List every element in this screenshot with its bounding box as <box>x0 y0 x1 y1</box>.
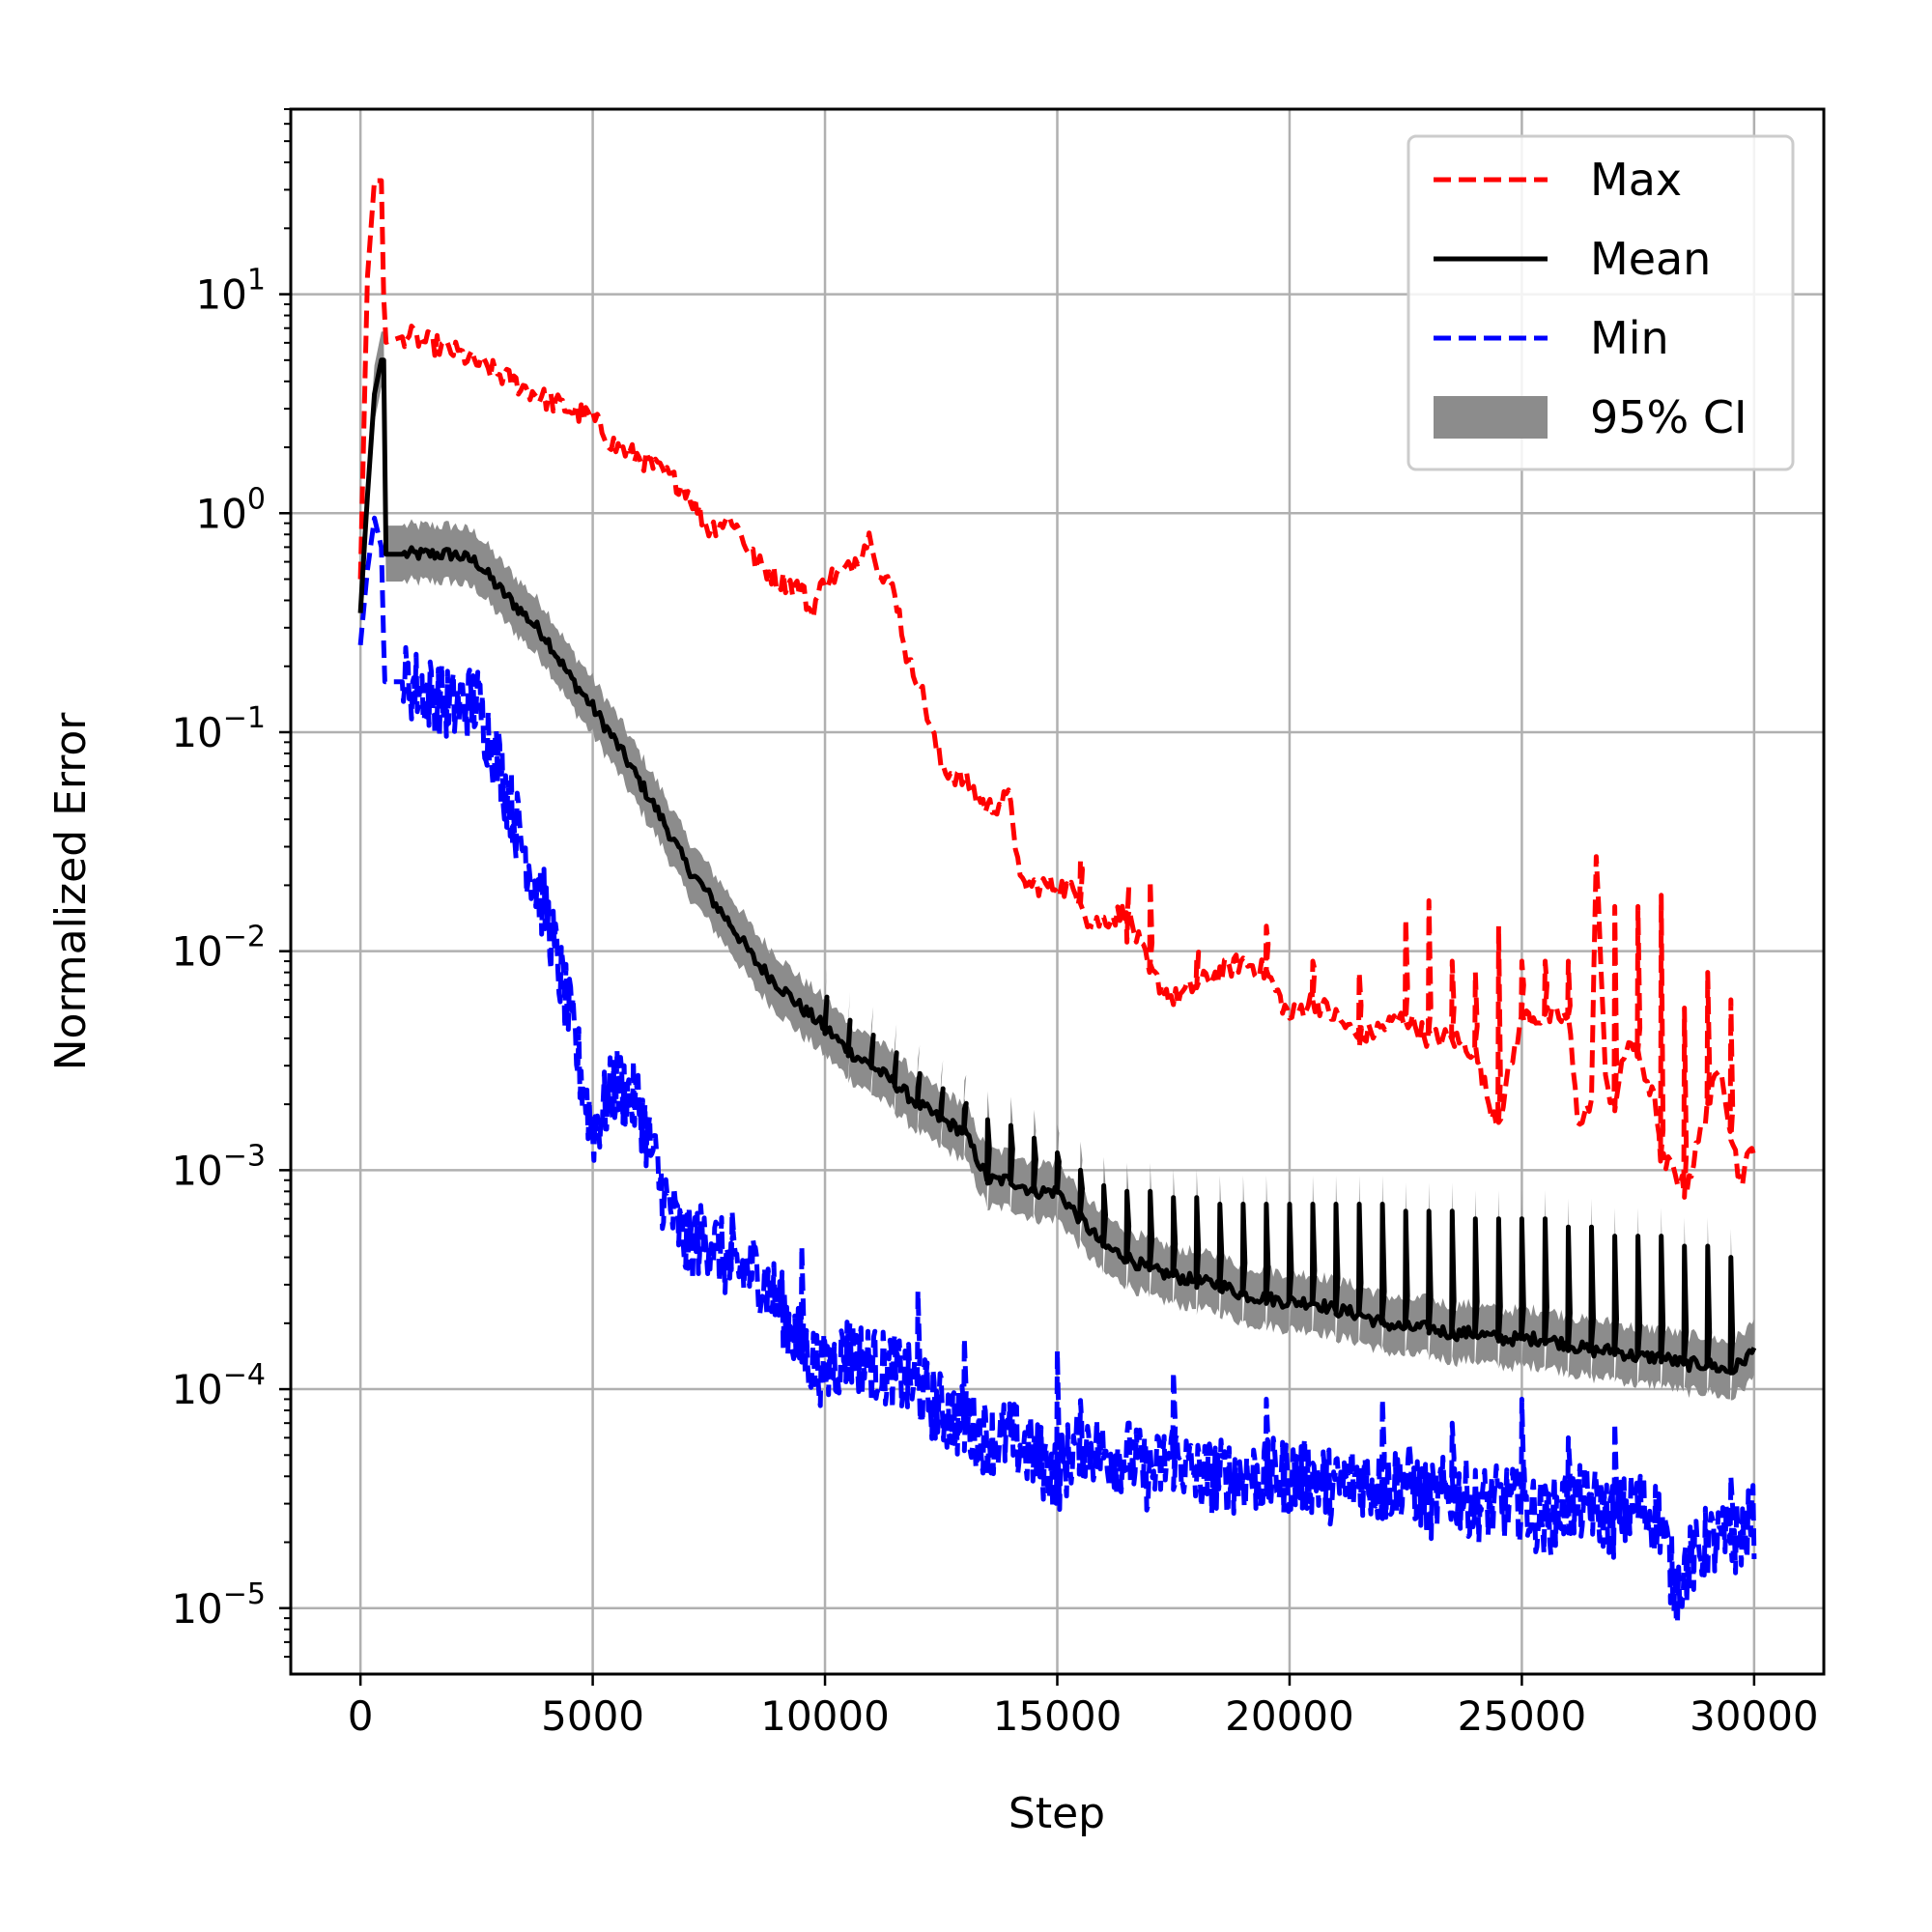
y-tick-label: 10−5 <box>171 1577 266 1633</box>
x-tick-label: 25000 <box>1458 1692 1587 1740</box>
x-tick-label: 5000 <box>541 1692 644 1740</box>
x-tick-label: 15000 <box>993 1692 1122 1740</box>
legend-label-min: Min <box>1590 312 1669 364</box>
legend-box <box>1406 134 1795 471</box>
y-axis: 10−5 10−4 10−3 10−2 10−1 100 101 <box>171 108 291 1659</box>
x-tick-label: 0 <box>348 1692 374 1740</box>
y-tick-label: 10−4 <box>171 1358 266 1413</box>
legend-swatch-95-ci <box>1434 396 1548 439</box>
x-tick-label: 10000 <box>760 1692 890 1740</box>
y-tick-label: 10−1 <box>171 701 266 756</box>
x-axis: 0 5000 10000 15000 20000 25000 30000 <box>348 1674 1819 1740</box>
legend-label-mean: Mean <box>1590 233 1711 285</box>
y-tick-label: 10−2 <box>171 921 266 976</box>
legend: Max Mean Min 95% CI <box>1406 134 1795 471</box>
y-tick-label: 100 <box>195 482 266 537</box>
y-axis-label: Normalized Error <box>46 712 96 1071</box>
x-tick-label: 20000 <box>1225 1692 1354 1740</box>
series-lines-layer <box>357 178 1757 1626</box>
y-tick-label: 10−3 <box>171 1139 266 1194</box>
legend-label-max: Max <box>1590 154 1682 206</box>
series-max-line <box>357 178 1757 1200</box>
series-mean-line <box>357 357 1757 1376</box>
legend-label-95-ci: 95% CI <box>1590 391 1747 443</box>
series-min-line <box>357 515 1757 1626</box>
x-tick-label: 30000 <box>1690 1692 1819 1740</box>
y-tick-label: 101 <box>195 264 266 319</box>
x-axis-label: Step <box>1009 1789 1105 1838</box>
